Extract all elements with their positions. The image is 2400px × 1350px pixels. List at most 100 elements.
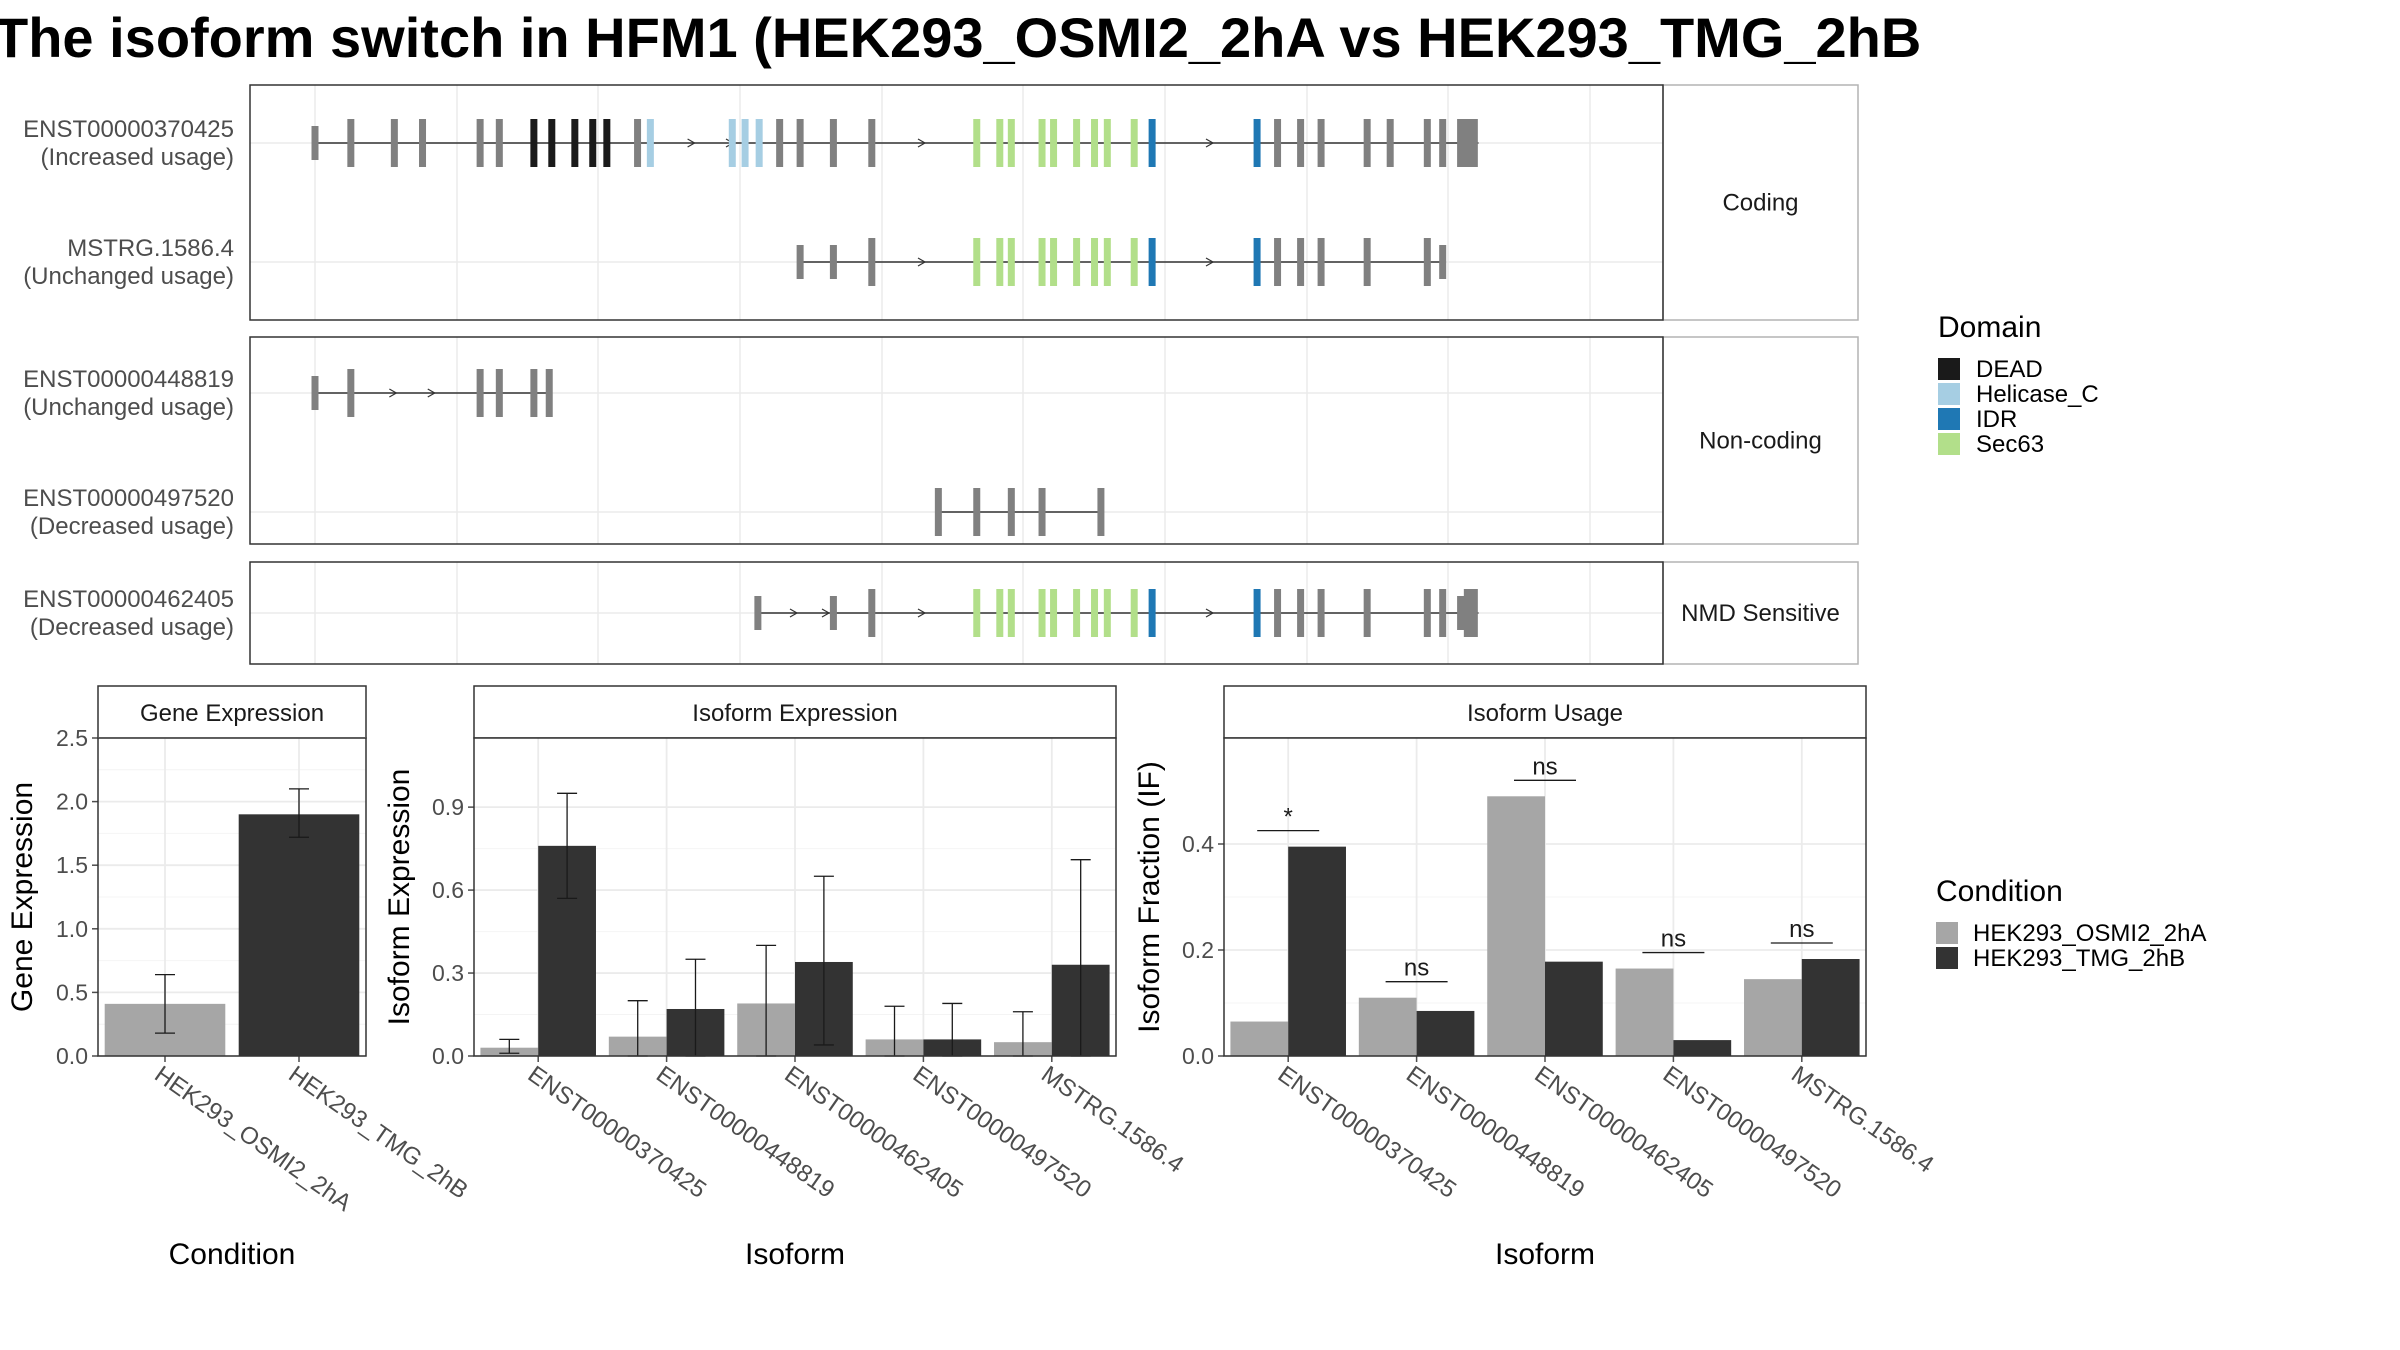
exon-exon — [1423, 589, 1431, 637]
exon-exon — [476, 369, 484, 417]
exon-sec63 — [1038, 589, 1046, 637]
exon-sec63 — [1007, 238, 1015, 286]
exon-sec63 — [1091, 238, 1099, 286]
legend-swatch-sec63 — [1938, 433, 1960, 455]
panel-title: Isoform Expression — [692, 700, 897, 727]
exon-sec63 — [1050, 589, 1058, 637]
strand-arrow — [389, 388, 398, 398]
strand-arrow — [821, 608, 831, 618]
strand-arrow — [427, 388, 436, 398]
exon-idr — [1148, 238, 1156, 286]
y-tick-label: 1.0 — [56, 916, 88, 942]
panel-strip — [1223, 685, 1867, 739]
facet-border — [249, 336, 1664, 545]
exon-sec63 — [1050, 119, 1058, 167]
legend-label: HEK293_TMG_2hB — [1973, 945, 2185, 972]
x-axis-label: Isoform — [1495, 1238, 1595, 1271]
y-tick-label: 0.0 — [56, 1043, 88, 1069]
exon-exon — [829, 596, 837, 630]
exon-exon — [634, 119, 642, 167]
y-tick-label: 2.5 — [56, 725, 88, 751]
exon-exon — [1363, 589, 1371, 637]
panel-strip — [97, 685, 367, 739]
bar — [1230, 1021, 1289, 1056]
exon-exon — [530, 369, 538, 417]
strand-arrow — [1205, 138, 1215, 148]
exon-exon — [1463, 589, 1478, 637]
plot-border — [97, 737, 367, 1057]
bar — [1615, 968, 1674, 1056]
exon-sec63 — [1073, 238, 1081, 286]
y-tick-label: 0.3 — [432, 960, 464, 986]
transcript-usage: (Decreased usage) — [30, 513, 234, 540]
strand-arrow — [917, 138, 927, 148]
plot-border — [473, 737, 1117, 1057]
exon-exon — [796, 245, 804, 279]
facet-panel — [250, 337, 1663, 544]
panel-title: Gene Expression — [140, 700, 324, 727]
exon-exon — [1097, 488, 1105, 536]
exon-sec63 — [1130, 238, 1138, 286]
figure-title: The isoform switch in HFM1 (HEK293_OSMI2… — [0, 6, 1921, 69]
y-tick-label: 0.5 — [56, 979, 88, 1005]
bar — [1545, 961, 1603, 1056]
bar — [238, 814, 360, 1056]
facet-strip — [1662, 84, 1859, 321]
exon-helicase_c — [646, 119, 654, 167]
y-axis-label: Isoform Fraction (IF) — [1133, 761, 1166, 1033]
y-tick-label: 0.9 — [432, 794, 464, 820]
transcript-usage: (Increased usage) — [41, 144, 234, 171]
significance-label: ns — [1404, 955, 1429, 982]
exon-sec63 — [996, 238, 1004, 286]
y-tick-label: 0.4 — [1182, 831, 1214, 857]
bar — [1358, 997, 1417, 1056]
exon-exon — [311, 376, 319, 410]
transcript-structure-panel: Coding ENST00000370425(Increased usage) MS… — [23, 84, 1859, 665]
facet-label: NMD Sensitive — [1681, 600, 1840, 627]
legend-swatch-dead — [1938, 358, 1960, 380]
exon-exon — [1457, 119, 1465, 167]
exon-sec63 — [1007, 119, 1015, 167]
exon-exon — [1038, 488, 1046, 536]
legend-label: HEK293_OSMI2_2hA — [1973, 920, 2206, 947]
exon-exon — [776, 119, 784, 167]
exon-sec63 — [996, 119, 1004, 167]
exon-exon — [1317, 238, 1325, 286]
exon-exon — [973, 488, 981, 536]
bar — [1416, 1010, 1475, 1056]
facet-border — [249, 561, 1664, 665]
exon-exon — [1363, 119, 1371, 167]
panel-strip — [473, 685, 1117, 739]
exon-dead — [530, 119, 538, 167]
bar — [1744, 979, 1802, 1056]
exon-idr — [1253, 238, 1261, 286]
legend-swatch-condition — [1936, 947, 1958, 969]
exon-sec63 — [1130, 119, 1138, 167]
y-tick-label: 0.2 — [1182, 937, 1214, 963]
exon-sec63 — [1091, 589, 1099, 637]
exon-helicase_c — [741, 119, 749, 167]
exon-sec63 — [1103, 238, 1111, 286]
transcript-usage: (Decreased usage) — [30, 614, 234, 641]
exon-exon — [1297, 238, 1305, 286]
exon-exon — [1297, 589, 1305, 637]
legend-title: Condition — [1936, 875, 2063, 908]
exon-sec63 — [973, 589, 981, 637]
exon-sec63 — [973, 238, 981, 286]
exon-exon — [1423, 119, 1431, 167]
exon-exon — [1317, 589, 1325, 637]
transcript-id: ENST00000370425 — [23, 116, 234, 143]
gene-expression-panel: Gene Expression0.00.51.01.52.02.5HEK293_… — [6, 685, 473, 1271]
transcript-usage: (Unchanged usage) — [23, 394, 234, 421]
y-tick-label: 1.5 — [56, 852, 88, 878]
exon-exon — [1317, 119, 1325, 167]
exon-sec63 — [996, 589, 1004, 637]
y-tick-label: 0.6 — [432, 877, 464, 903]
exon-sec63 — [1130, 589, 1138, 637]
exon-exon — [1274, 238, 1282, 286]
exon-exon — [1439, 119, 1447, 167]
exon-exon — [829, 119, 837, 167]
exon-exon — [476, 119, 484, 167]
transcript-id: ENST00000497520 — [23, 485, 234, 512]
